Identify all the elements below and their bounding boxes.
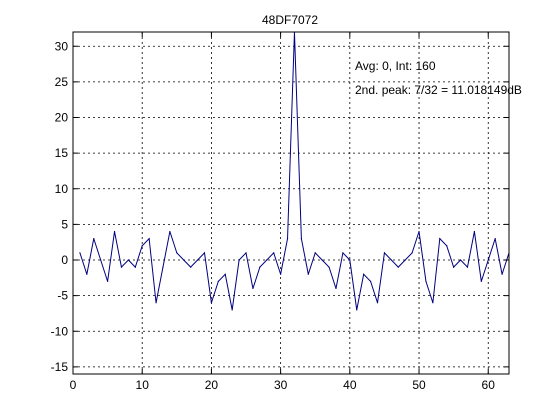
data-point bbox=[266, 259, 268, 261]
y-tick-label: -10 bbox=[51, 324, 69, 338]
data-point bbox=[245, 252, 247, 254]
data-point bbox=[100, 259, 102, 261]
series-layer bbox=[79, 32, 509, 311]
data-point bbox=[273, 252, 275, 254]
data-point bbox=[280, 273, 282, 275]
y-tick-label: 0 bbox=[61, 253, 68, 267]
data-point bbox=[335, 287, 337, 290]
data-point bbox=[120, 266, 123, 268]
data-point bbox=[376, 302, 379, 304]
plot-frame bbox=[72, 31, 510, 375]
data-point bbox=[390, 259, 392, 261]
y-tick-label: -5 bbox=[57, 289, 68, 303]
data-point bbox=[127, 259, 129, 261]
data-point bbox=[196, 259, 199, 261]
data-point bbox=[176, 252, 178, 254]
data-point bbox=[466, 266, 469, 268]
data-point bbox=[252, 287, 254, 290]
data-point bbox=[259, 266, 261, 268]
data-point bbox=[155, 302, 157, 304]
data-point bbox=[169, 230, 171, 233]
data-point bbox=[439, 238, 441, 240]
y-tick-label: 25 bbox=[55, 75, 69, 89]
data-point bbox=[418, 230, 420, 233]
y-tick-label: 5 bbox=[61, 217, 68, 231]
data-point bbox=[203, 252, 206, 254]
y-tick-label: 15 bbox=[55, 146, 69, 160]
data-point bbox=[432, 302, 434, 304]
data-point bbox=[300, 238, 302, 240]
data-point bbox=[356, 309, 358, 311]
data-point bbox=[363, 273, 365, 275]
data-point bbox=[494, 238, 496, 240]
data-point bbox=[501, 273, 503, 275]
x-tick-label: 20 bbox=[205, 378, 219, 392]
data-point bbox=[397, 266, 399, 268]
data-point bbox=[93, 238, 95, 240]
ticks: 0 10 20 30 40 50 60 -15 -10 -5 0 5 10 15 20 25 30 bbox=[51, 32, 509, 392]
grid bbox=[73, 32, 509, 374]
data-point bbox=[487, 259, 489, 261]
data-point bbox=[224, 273, 226, 275]
annotation-second-peak: 2nd. peak: 7/32 = 11.018149dB bbox=[355, 83, 522, 97]
data-point bbox=[113, 230, 116, 233]
plot-area bbox=[73, 32, 509, 374]
data-point bbox=[231, 309, 233, 311]
data-point bbox=[134, 266, 136, 268]
data-point bbox=[383, 252, 386, 254]
annotation-avg: Avg: 0, Int: 160 bbox=[355, 59, 436, 73]
data-point bbox=[79, 252, 81, 254]
data-point bbox=[473, 230, 475, 233]
chart-title: 48DF7072 bbox=[262, 13, 318, 27]
y-tick-label: 30 bbox=[55, 39, 69, 53]
data-point bbox=[453, 266, 455, 268]
x-tick-label: 40 bbox=[343, 378, 357, 392]
data-point bbox=[148, 238, 150, 240]
data-point bbox=[480, 280, 482, 282]
data-point bbox=[342, 252, 344, 254]
data-point bbox=[286, 238, 289, 240]
data-point bbox=[210, 302, 213, 304]
data-point bbox=[307, 273, 309, 275]
data-point bbox=[459, 259, 462, 261]
y-tick-label: 10 bbox=[55, 182, 69, 196]
data-point bbox=[162, 266, 164, 268]
x-tick-label: 30 bbox=[274, 378, 288, 392]
data-point bbox=[369, 280, 372, 282]
data-point bbox=[86, 273, 88, 275]
x-tick-label: 60 bbox=[482, 378, 496, 392]
data-point bbox=[328, 266, 330, 268]
data-point bbox=[411, 252, 413, 254]
data-point bbox=[349, 259, 351, 261]
data-point bbox=[107, 280, 109, 282]
data-point bbox=[217, 280, 219, 282]
data-point bbox=[314, 252, 316, 254]
x-tick-label: 50 bbox=[412, 378, 426, 392]
data-point bbox=[321, 259, 323, 261]
data-point bbox=[425, 280, 427, 282]
data-point bbox=[446, 245, 448, 247]
x-tick-label: 0 bbox=[70, 378, 77, 392]
y-tick-label: 20 bbox=[55, 111, 69, 125]
data-point bbox=[183, 259, 185, 261]
data-point bbox=[141, 245, 143, 247]
x-tick-label: 10 bbox=[136, 378, 150, 392]
data-point bbox=[190, 266, 192, 268]
data-point bbox=[238, 259, 240, 261]
y-tick-label: -15 bbox=[51, 360, 69, 374]
data-point bbox=[404, 259, 406, 261]
series-line-0 bbox=[79, 32, 509, 310]
